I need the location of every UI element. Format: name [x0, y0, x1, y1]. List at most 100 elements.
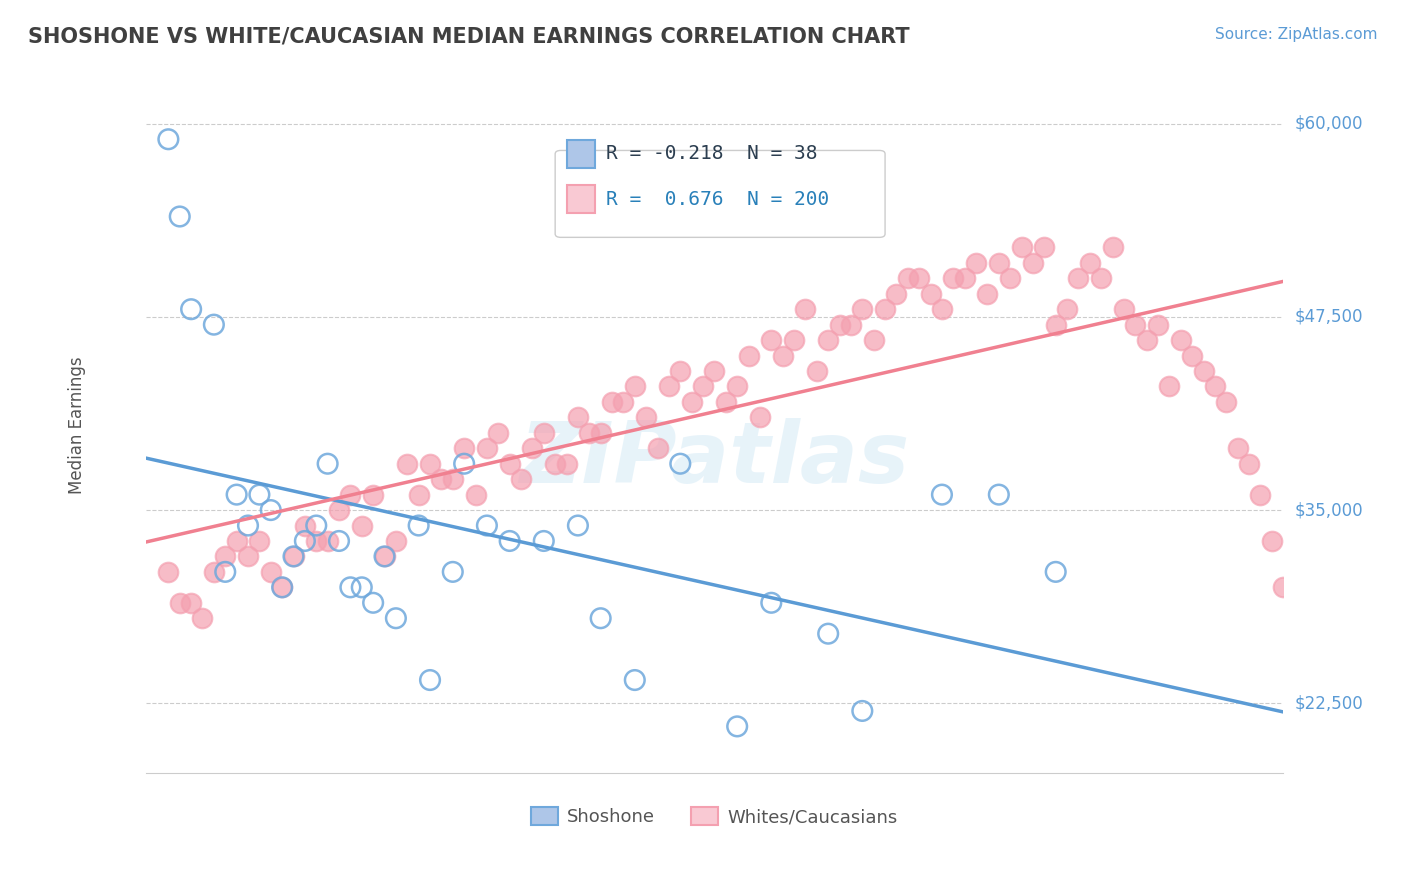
Point: [1045, 318, 1067, 332]
Point: [191, 611, 214, 625]
Point: [1056, 302, 1078, 317]
Point: [339, 488, 361, 502]
Point: [976, 286, 998, 301]
Point: [260, 503, 283, 517]
Legend: Shoshone, Whites/Caucasians: Shoshone, Whites/Caucasians: [524, 799, 905, 833]
Point: [828, 318, 851, 332]
Point: [1011, 240, 1033, 254]
Point: [475, 518, 498, 533]
Point: [283, 549, 305, 564]
Point: [908, 271, 931, 285]
Point: [828, 194, 851, 208]
Text: Median Earnings: Median Earnings: [69, 356, 86, 494]
Point: [783, 333, 806, 347]
Point: [533, 533, 555, 548]
Point: [430, 472, 453, 486]
Point: [1226, 442, 1249, 456]
Point: [658, 379, 681, 393]
Point: [1112, 302, 1135, 317]
Point: [408, 518, 430, 533]
Point: [464, 488, 486, 502]
Point: [1204, 379, 1226, 393]
Point: [953, 271, 976, 285]
Point: [1192, 364, 1215, 378]
Point: [817, 626, 839, 640]
Point: [202, 565, 225, 579]
Point: [373, 549, 395, 564]
Point: [522, 442, 544, 456]
Point: [361, 488, 384, 502]
Point: [725, 719, 748, 733]
Point: [1136, 333, 1159, 347]
Point: [305, 518, 328, 533]
Point: [555, 457, 578, 471]
Point: [1261, 533, 1284, 548]
Point: [225, 488, 247, 502]
Point: [294, 518, 316, 533]
Point: [703, 364, 725, 378]
Point: [748, 410, 770, 425]
Point: [361, 596, 384, 610]
Point: [283, 549, 305, 564]
Point: [589, 425, 612, 440]
Point: [180, 302, 202, 317]
Point: [373, 549, 395, 564]
Point: [157, 565, 180, 579]
Point: [294, 533, 316, 548]
Point: [1045, 565, 1067, 579]
Point: [271, 580, 294, 594]
Point: [214, 565, 236, 579]
FancyBboxPatch shape: [555, 151, 884, 237]
Point: [339, 580, 361, 594]
Point: [385, 611, 408, 625]
Point: [419, 673, 441, 687]
Point: [1250, 488, 1272, 502]
Point: [851, 302, 873, 317]
Point: [316, 533, 339, 548]
Point: [475, 442, 498, 456]
Point: [623, 379, 645, 393]
Point: [886, 286, 908, 301]
Bar: [567, 186, 595, 213]
Text: Source: ZipAtlas.com: Source: ZipAtlas.com: [1215, 27, 1378, 42]
Point: [271, 580, 294, 594]
Point: [647, 442, 669, 456]
Point: [316, 457, 339, 471]
Point: [931, 488, 953, 502]
Point: [589, 611, 612, 625]
Point: [862, 333, 884, 347]
Point: [169, 210, 191, 224]
Point: [612, 395, 634, 409]
Point: [510, 472, 533, 486]
Point: [328, 503, 350, 517]
Point: [385, 533, 408, 548]
Point: [998, 271, 1021, 285]
Text: $22,500: $22,500: [1295, 694, 1364, 712]
Point: [202, 318, 225, 332]
Point: [350, 518, 373, 533]
Point: [1101, 240, 1123, 254]
Point: [681, 395, 703, 409]
Point: [419, 457, 441, 471]
Point: [1123, 318, 1146, 332]
Text: $35,000: $35,000: [1295, 501, 1364, 519]
Point: [987, 256, 1010, 270]
Point: [794, 302, 817, 317]
Point: [1147, 318, 1170, 332]
Text: ZIPatlas: ZIPatlas: [519, 418, 910, 501]
Point: [636, 410, 658, 425]
Point: [1022, 256, 1045, 270]
Point: [567, 518, 589, 533]
Point: [942, 271, 965, 285]
Point: [498, 533, 520, 548]
Point: [236, 549, 259, 564]
Point: [1159, 379, 1181, 393]
Point: [578, 425, 600, 440]
Point: [214, 549, 236, 564]
Point: [498, 457, 520, 471]
Point: [761, 333, 783, 347]
Point: [157, 132, 180, 146]
Point: [1181, 349, 1204, 363]
Point: [714, 395, 737, 409]
Point: [567, 410, 589, 425]
